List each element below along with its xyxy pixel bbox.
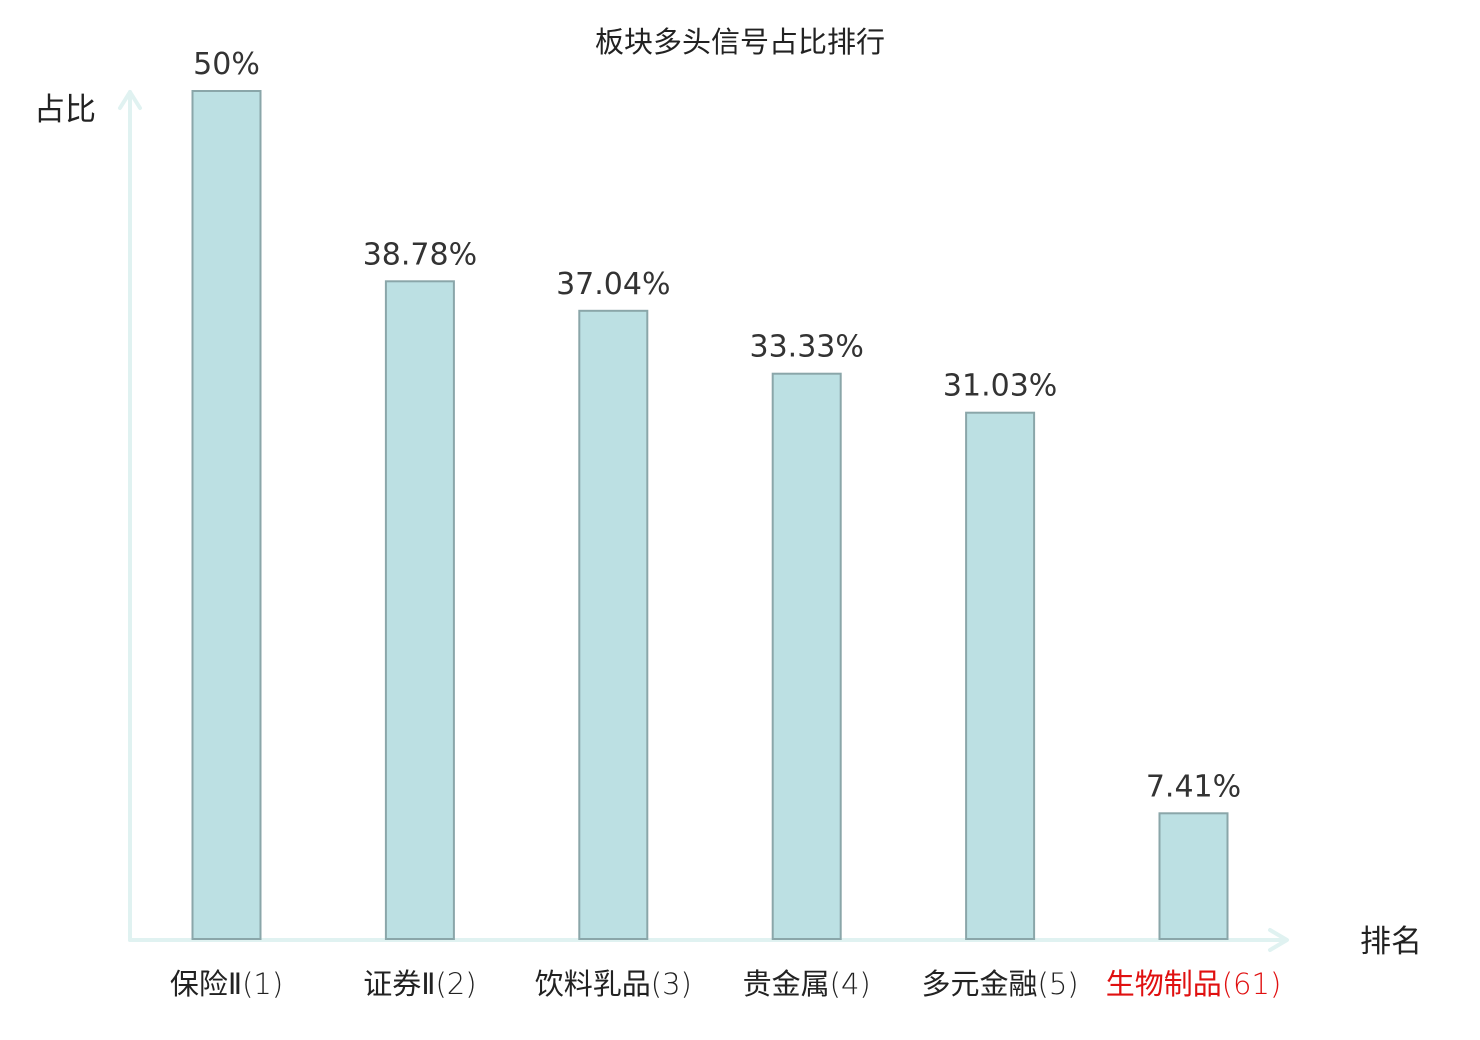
category-name: 贵金属 (743, 967, 830, 1001)
x-tick-label-5: 多元金融(5) (922, 967, 1079, 1001)
category-rank: (2) (435, 967, 476, 1001)
category-name: 保险Ⅱ (170, 967, 242, 1001)
value-labels: 50% 38.78% 37.04% 33.33% 31.03% 7.41% (193, 47, 1241, 804)
bar-2 (384, 280, 455, 940)
x-tick-label-2: 证券Ⅱ(2) (363, 967, 476, 1001)
x-tick-label-3: 饮料乳品(3) (535, 967, 692, 1001)
x-axis-arrowhead (1268, 928, 1289, 952)
bar-1 (191, 90, 262, 940)
category-name: 饮料乳品 (535, 967, 651, 1001)
chart-title: 板块多头信号占比排行 (595, 25, 885, 59)
value-label-1: 50% (193, 47, 260, 82)
x-tick-label-4: 贵金属(4) (743, 967, 871, 1001)
bar-4 (771, 372, 842, 940)
bars (191, 90, 1229, 940)
value-label-2: 38.78% (363, 237, 477, 272)
value-label-6: 7.41% (1146, 769, 1241, 804)
bar-3 (578, 309, 649, 940)
y-axis-arrowhead (118, 90, 142, 110)
category-name: 证券Ⅱ (363, 967, 435, 1001)
value-label-4: 33.33% (750, 330, 864, 365)
bar-6 (1158, 812, 1229, 940)
category-name: 多元金融 (922, 967, 1038, 1001)
category-rank: (3) (651, 967, 692, 1001)
x-tick-label-1: 保险Ⅱ(1) (170, 967, 283, 1001)
x-axis-title: 排名 (1360, 924, 1422, 960)
axes (118, 90, 1289, 952)
bar-5 (965, 411, 1036, 940)
value-label-5: 31.03% (943, 369, 1057, 404)
category-rank: (4) (830, 967, 871, 1001)
value-label-3: 37.04% (556, 267, 670, 302)
y-axis-title: 占比 (34, 92, 96, 128)
category-rank: (61) (1222, 967, 1282, 1001)
x-tick-label-6: 生物制品(61) (1106, 967, 1282, 1001)
category-rank: (5) (1038, 967, 1079, 1001)
category-name: 生物制品 (1106, 967, 1222, 1001)
category-rank: (1) (242, 967, 283, 1001)
x-tick-labels: 保险Ⅱ(1) 证券Ⅱ(2) 饮料乳品(3) 贵金属(4) 多元金融(5) 生物制品(61) (170, 967, 1281, 1001)
